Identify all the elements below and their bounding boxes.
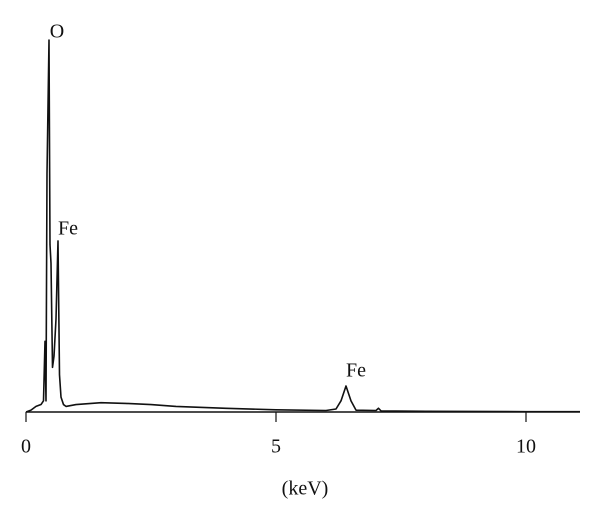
peak-annotation: O: [50, 21, 64, 43]
x-tick-label: 10: [516, 436, 536, 458]
peak-annotation: Fe: [346, 360, 366, 382]
spectrum-line: [25, 39, 580, 413]
x-tick-label: 0: [21, 436, 31, 458]
x-tick-label: 5: [271, 436, 281, 458]
x-axis-label: (keV): [282, 478, 329, 500]
peak-annotation: Fe: [58, 218, 78, 240]
